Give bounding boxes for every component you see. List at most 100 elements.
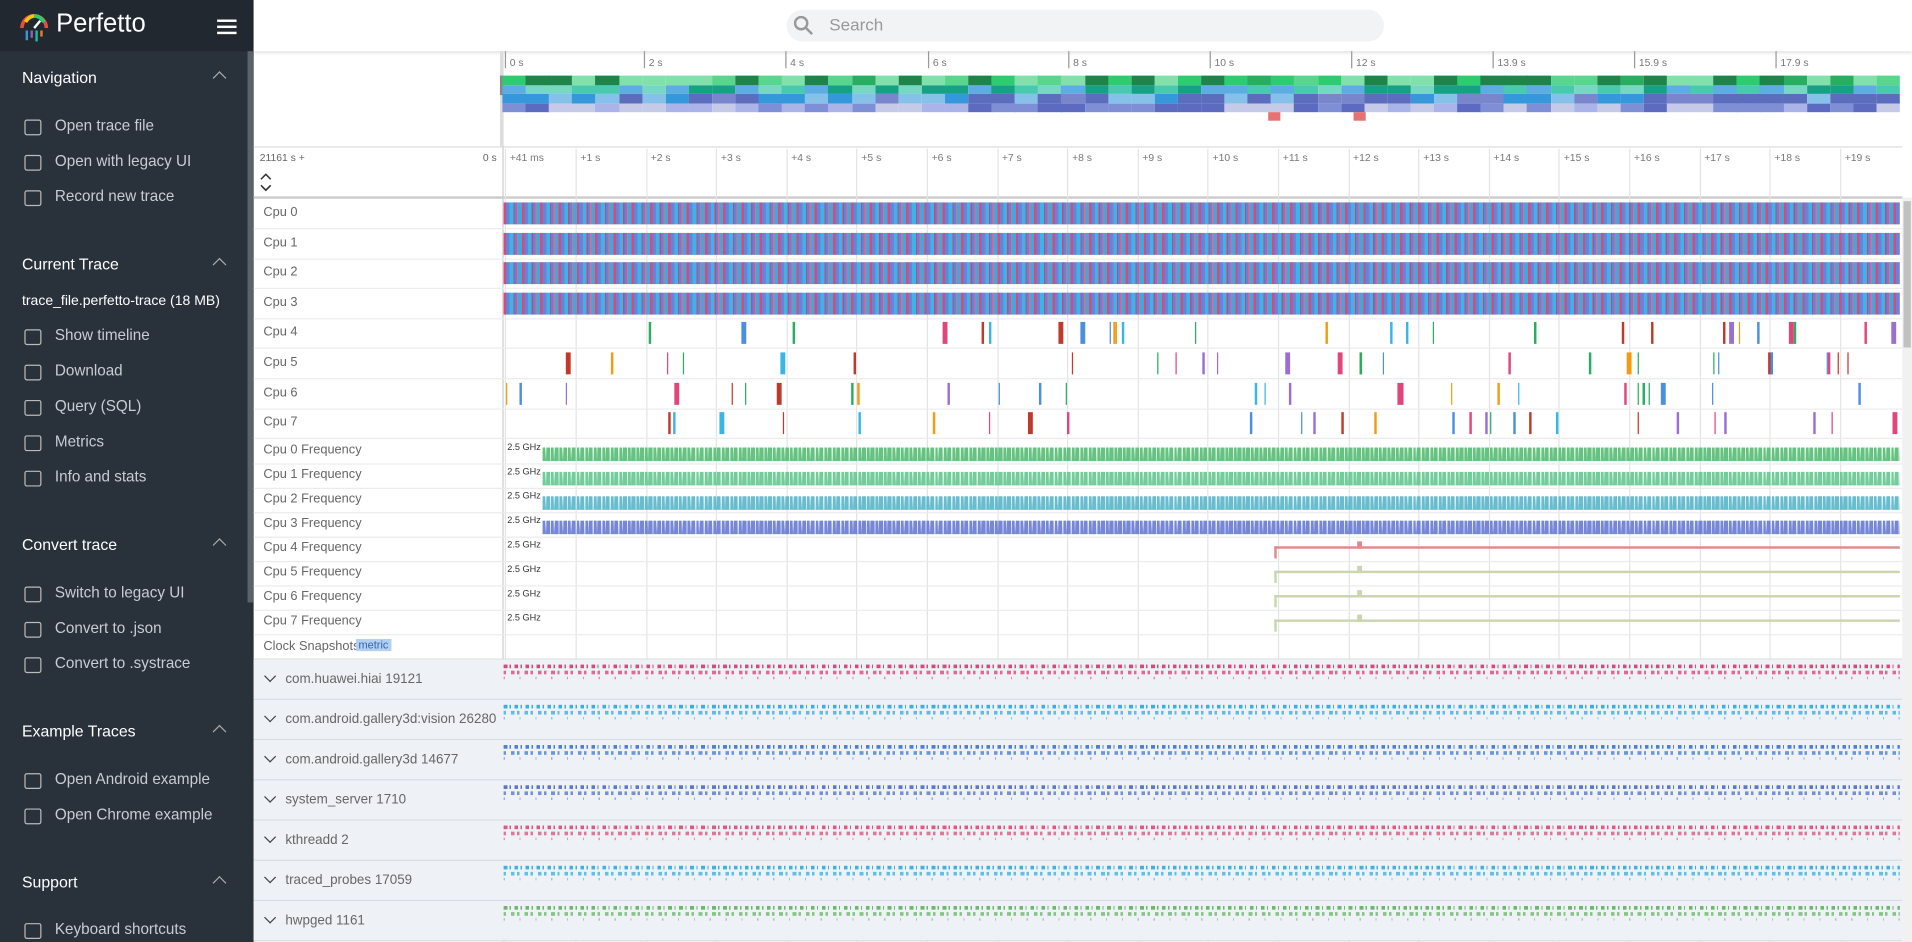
overview-cell: [1177, 84, 1202, 94]
track-name[interactable]: Cpu 5 Frequency: [263, 564, 362, 580]
track-name[interactable]: Cpu 3 Frequency: [263, 515, 362, 531]
menu-icon: [24, 329, 42, 346]
track-name[interactable]: Cpu 5: [263, 354, 298, 370]
overview-tick: [504, 51, 507, 69]
search-box[interactable]: [786, 9, 1385, 42]
track-name[interactable]: Cpu 6: [263, 384, 298, 400]
process-summary: [503, 865, 1900, 870]
menu-item[interactable]: Open trace file: [54, 117, 155, 135]
cpu-slice: [1469, 412, 1472, 435]
menu-item[interactable]: Download: [54, 362, 123, 380]
cpu-slice: [565, 382, 568, 405]
track-name[interactable]: Cpu 0 Frequency: [263, 442, 362, 458]
cpu-slice: [1360, 352, 1362, 375]
menu-item[interactable]: Keyboard shortcuts: [54, 920, 187, 938]
track-name[interactable]: Cpu 1: [263, 234, 298, 250]
overview-cell: [1410, 75, 1435, 85]
overview-cell: [525, 93, 550, 104]
overview-cell: [1107, 84, 1132, 94]
cpu-slice: [741, 322, 747, 345]
track-name[interactable]: Cpu 3: [263, 294, 298, 310]
menu-item[interactable]: Metrics: [54, 432, 104, 450]
track-name[interactable]: Cpu 4 Frequency: [263, 540, 362, 555]
cpu-slice: [1865, 322, 1867, 345]
section-title[interactable]: Support: [21, 873, 78, 892]
cpu-slice: [989, 322, 992, 345]
track-name[interactable]: Cpu 6 Frequency: [263, 588, 362, 604]
collapse-all[interactable]: [259, 172, 274, 194]
process-name[interactable]: kthreadd 2: [285, 832, 349, 848]
section-title[interactable]: Example Traces: [21, 721, 136, 741]
overview-cell: [548, 93, 573, 104]
track-name[interactable]: Cpu 2 Frequency: [263, 491, 362, 507]
cpu-slice: [1837, 352, 1839, 375]
track-name[interactable]: Cpu 1 Frequency: [263, 467, 362, 482]
menu-item[interactable]: Record new trace: [54, 187, 175, 205]
overview-cell: [898, 103, 923, 113]
overview-handle[interactable]: [499, 75, 504, 96]
track-name[interactable]: Cpu 4: [263, 324, 298, 340]
grid-line: [1277, 148, 1280, 942]
track-name[interactable]: Cpu 7: [263, 414, 298, 430]
track-row: [253, 288, 1903, 290]
cpu-slice: [1793, 322, 1796, 345]
cpu-slice: [1326, 322, 1328, 345]
track-row: [253, 258, 1903, 260]
freq-scale: 2.5 GHz: [507, 441, 541, 453]
process-name[interactable]: system_server 1710: [285, 792, 407, 808]
scrollbar-thumb[interactable]: [1903, 201, 1911, 348]
time-tick-label: +13 s: [1423, 151, 1449, 164]
menu-item[interactable]: Query (SQL): [54, 397, 142, 415]
time-tick-label: +12 s: [1353, 151, 1379, 164]
overview-cell: [1690, 93, 1715, 104]
freq-step: [1274, 619, 1277, 632]
overview-cell: [944, 84, 969, 94]
overview-cell: [1666, 93, 1691, 104]
process-summary: [503, 871, 1900, 876]
cpu-slice: [1485, 412, 1488, 435]
overview-cell: [1224, 75, 1249, 85]
overview-tick: [1068, 51, 1070, 69]
overview-cell: [875, 75, 899, 85]
overview-cell: [1270, 103, 1295, 113]
section-title[interactable]: Navigation: [21, 68, 97, 87]
track-name[interactable]: Cpu 7 Frequency: [263, 613, 362, 628]
cpu-slice: [792, 322, 795, 345]
process-name[interactable]: com.android.gallery3d:vision 26280: [285, 712, 497, 727]
metric-badge: metric: [356, 638, 391, 652]
process-name[interactable]: com.android.gallery3d 14677: [285, 752, 459, 768]
track-name[interactable]: Cpu 2: [263, 264, 298, 280]
menu-item[interactable]: Show timeline: [54, 326, 150, 344]
time-tick-label: +8 s: [1072, 151, 1092, 164]
process-name[interactable]: hwpged 1161: [285, 913, 365, 928]
cpu-slice: [1122, 322, 1124, 345]
overview-tick: [1209, 51, 1211, 69]
cpu-slice: [1826, 352, 1829, 375]
track-name[interactable]: Cpu 0: [263, 204, 298, 220]
process-summary: [503, 664, 1900, 669]
menu-button[interactable]: [217, 18, 239, 35]
process-name[interactable]: com.huawei.hiai 19121: [285, 671, 423, 687]
cpu-slice: [1624, 382, 1627, 405]
overview-tick-label: 10 s: [1214, 56, 1235, 69]
section-title[interactable]: Current Trace: [21, 254, 119, 274]
track-name[interactable]: Clock Snapshots: [263, 638, 360, 654]
overview-cell: [1527, 93, 1552, 104]
menu-item[interactable]: Convert to .json: [54, 619, 162, 637]
overview-cell: [828, 75, 853, 85]
process-summary: [503, 785, 1900, 789]
menu-item[interactable]: Open Android example: [54, 770, 210, 788]
menu-item[interactable]: Convert to .systrace: [54, 654, 191, 672]
overview-cell: [665, 84, 690, 94]
section-title[interactable]: Convert trace: [21, 535, 118, 554]
overview-cell: [1620, 75, 1645, 85]
menu-item[interactable]: Switch to legacy UI: [54, 584, 185, 602]
menu-item[interactable]: Info and stats: [54, 468, 147, 486]
overview-cell: [1107, 93, 1132, 104]
process-name[interactable]: traced_probes 17059: [285, 873, 413, 888]
cpu-slice: [1432, 322, 1435, 345]
menu-item[interactable]: Open Chrome example: [54, 806, 213, 824]
time-offset: 21161 s +: [259, 151, 305, 164]
track-row: [253, 378, 1903, 380]
menu-item[interactable]: Open with legacy UI: [54, 152, 192, 170]
